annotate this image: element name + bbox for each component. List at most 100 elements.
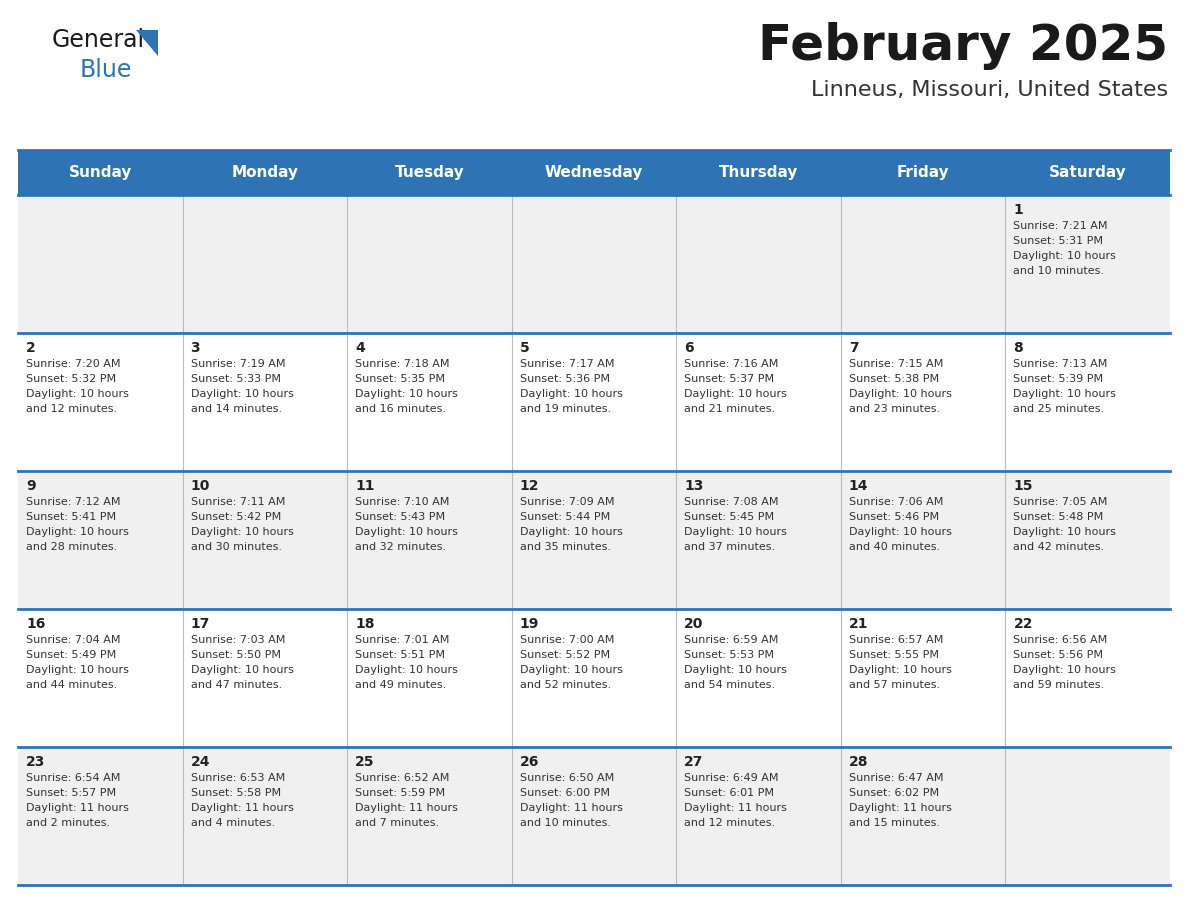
Text: Sunrise: 7:11 AM: Sunrise: 7:11 AM <box>190 497 285 507</box>
Text: 19: 19 <box>519 617 539 631</box>
Text: Sunrise: 7:04 AM: Sunrise: 7:04 AM <box>26 635 120 645</box>
Text: Sunrise: 6:50 AM: Sunrise: 6:50 AM <box>519 773 614 783</box>
Text: Sunrise: 7:20 AM: Sunrise: 7:20 AM <box>26 359 120 369</box>
Text: and 44 minutes.: and 44 minutes. <box>26 680 118 690</box>
Text: Sunset: 5:32 PM: Sunset: 5:32 PM <box>26 374 116 384</box>
Text: Sunrise: 7:16 AM: Sunrise: 7:16 AM <box>684 359 778 369</box>
Text: Sunrise: 7:08 AM: Sunrise: 7:08 AM <box>684 497 779 507</box>
Text: Monday: Monday <box>232 165 298 180</box>
Text: February 2025: February 2025 <box>758 22 1168 70</box>
Text: Sunset: 5:46 PM: Sunset: 5:46 PM <box>849 512 939 522</box>
Text: 4: 4 <box>355 341 365 355</box>
Text: Daylight: 11 hours: Daylight: 11 hours <box>190 803 293 813</box>
Text: Sunrise: 6:56 AM: Sunrise: 6:56 AM <box>1013 635 1107 645</box>
Text: Sunrise: 7:00 AM: Sunrise: 7:00 AM <box>519 635 614 645</box>
Text: and 12 minutes.: and 12 minutes. <box>684 818 776 828</box>
Text: 1: 1 <box>1013 203 1023 217</box>
Text: 6: 6 <box>684 341 694 355</box>
Text: 13: 13 <box>684 479 703 493</box>
Text: Sunset: 5:43 PM: Sunset: 5:43 PM <box>355 512 446 522</box>
Text: 14: 14 <box>849 479 868 493</box>
Text: Sunrise: 7:13 AM: Sunrise: 7:13 AM <box>1013 359 1107 369</box>
Text: and 10 minutes.: and 10 minutes. <box>1013 266 1105 276</box>
Text: Sunrise: 6:52 AM: Sunrise: 6:52 AM <box>355 773 449 783</box>
Text: Friday: Friday <box>897 165 949 180</box>
Text: Thursday: Thursday <box>719 165 798 180</box>
Text: and 4 minutes.: and 4 minutes. <box>190 818 274 828</box>
Text: Sunrise: 6:53 AM: Sunrise: 6:53 AM <box>190 773 285 783</box>
Text: 2: 2 <box>26 341 36 355</box>
Text: Daylight: 10 hours: Daylight: 10 hours <box>849 665 952 675</box>
Text: and 54 minutes.: and 54 minutes. <box>684 680 776 690</box>
Text: Sunset: 5:48 PM: Sunset: 5:48 PM <box>1013 512 1104 522</box>
Text: Sunrise: 6:54 AM: Sunrise: 6:54 AM <box>26 773 120 783</box>
Text: Daylight: 10 hours: Daylight: 10 hours <box>519 665 623 675</box>
Text: 17: 17 <box>190 617 210 631</box>
Text: Sunrise: 7:12 AM: Sunrise: 7:12 AM <box>26 497 120 507</box>
Text: Linneus, Missouri, United States: Linneus, Missouri, United States <box>811 80 1168 100</box>
Text: Sunset: 5:42 PM: Sunset: 5:42 PM <box>190 512 280 522</box>
Text: 27: 27 <box>684 755 703 769</box>
Text: Daylight: 10 hours: Daylight: 10 hours <box>355 665 459 675</box>
Text: Sunrise: 7:09 AM: Sunrise: 7:09 AM <box>519 497 614 507</box>
Text: Sunset: 5:45 PM: Sunset: 5:45 PM <box>684 512 775 522</box>
Text: Daylight: 10 hours: Daylight: 10 hours <box>849 527 952 537</box>
Text: 8: 8 <box>1013 341 1023 355</box>
Text: and 19 minutes.: and 19 minutes. <box>519 404 611 414</box>
Text: and 59 minutes.: and 59 minutes. <box>1013 680 1105 690</box>
Text: Daylight: 11 hours: Daylight: 11 hours <box>519 803 623 813</box>
Text: Daylight: 10 hours: Daylight: 10 hours <box>519 389 623 399</box>
Text: Sunrise: 6:47 AM: Sunrise: 6:47 AM <box>849 773 943 783</box>
Text: Daylight: 10 hours: Daylight: 10 hours <box>26 665 128 675</box>
Text: Sunrise: 6:49 AM: Sunrise: 6:49 AM <box>684 773 779 783</box>
Text: Sunset: 5:33 PM: Sunset: 5:33 PM <box>190 374 280 384</box>
Text: and 25 minutes.: and 25 minutes. <box>1013 404 1105 414</box>
Text: 28: 28 <box>849 755 868 769</box>
Text: Daylight: 10 hours: Daylight: 10 hours <box>190 527 293 537</box>
Text: 18: 18 <box>355 617 374 631</box>
Text: Daylight: 11 hours: Daylight: 11 hours <box>684 803 788 813</box>
Text: Tuesday: Tuesday <box>394 165 465 180</box>
Text: 21: 21 <box>849 617 868 631</box>
Text: Sunset: 5:59 PM: Sunset: 5:59 PM <box>355 788 446 798</box>
Text: Sunset: 5:50 PM: Sunset: 5:50 PM <box>190 650 280 660</box>
Text: 11: 11 <box>355 479 374 493</box>
Text: and 35 minutes.: and 35 minutes. <box>519 542 611 552</box>
Text: 7: 7 <box>849 341 859 355</box>
Bar <box>18 333 1170 471</box>
Text: Daylight: 10 hours: Daylight: 10 hours <box>190 389 293 399</box>
Bar <box>18 747 1170 885</box>
Text: 3: 3 <box>190 341 201 355</box>
Text: Sunset: 5:36 PM: Sunset: 5:36 PM <box>519 374 609 384</box>
Text: and 21 minutes.: and 21 minutes. <box>684 404 776 414</box>
Text: and 49 minutes.: and 49 minutes. <box>355 680 447 690</box>
Text: 12: 12 <box>519 479 539 493</box>
Text: Sunset: 5:38 PM: Sunset: 5:38 PM <box>849 374 939 384</box>
Text: General: General <box>52 28 145 52</box>
Text: 10: 10 <box>190 479 210 493</box>
Bar <box>18 195 1170 333</box>
Text: and 23 minutes.: and 23 minutes. <box>849 404 940 414</box>
Text: Sunset: 5:44 PM: Sunset: 5:44 PM <box>519 512 609 522</box>
Text: 16: 16 <box>26 617 45 631</box>
Text: Sunset: 6:00 PM: Sunset: 6:00 PM <box>519 788 609 798</box>
Polygon shape <box>135 30 158 56</box>
Bar <box>18 150 1170 195</box>
Text: Daylight: 10 hours: Daylight: 10 hours <box>849 389 952 399</box>
Text: Daylight: 10 hours: Daylight: 10 hours <box>355 527 459 537</box>
Text: Sunrise: 7:19 AM: Sunrise: 7:19 AM <box>190 359 285 369</box>
Text: 25: 25 <box>355 755 374 769</box>
Text: Daylight: 11 hours: Daylight: 11 hours <box>26 803 128 813</box>
Text: Sunrise: 7:01 AM: Sunrise: 7:01 AM <box>355 635 449 645</box>
Text: Sunset: 5:35 PM: Sunset: 5:35 PM <box>355 374 446 384</box>
Text: Daylight: 10 hours: Daylight: 10 hours <box>1013 527 1117 537</box>
Text: Daylight: 10 hours: Daylight: 10 hours <box>26 527 128 537</box>
Bar <box>18 609 1170 747</box>
Text: Sunset: 5:56 PM: Sunset: 5:56 PM <box>1013 650 1104 660</box>
Text: Sunrise: 6:59 AM: Sunrise: 6:59 AM <box>684 635 778 645</box>
Text: and 52 minutes.: and 52 minutes. <box>519 680 611 690</box>
Text: and 57 minutes.: and 57 minutes. <box>849 680 940 690</box>
Text: Sunrise: 7:21 AM: Sunrise: 7:21 AM <box>1013 221 1108 231</box>
Text: Daylight: 10 hours: Daylight: 10 hours <box>519 527 623 537</box>
Bar <box>18 471 1170 609</box>
